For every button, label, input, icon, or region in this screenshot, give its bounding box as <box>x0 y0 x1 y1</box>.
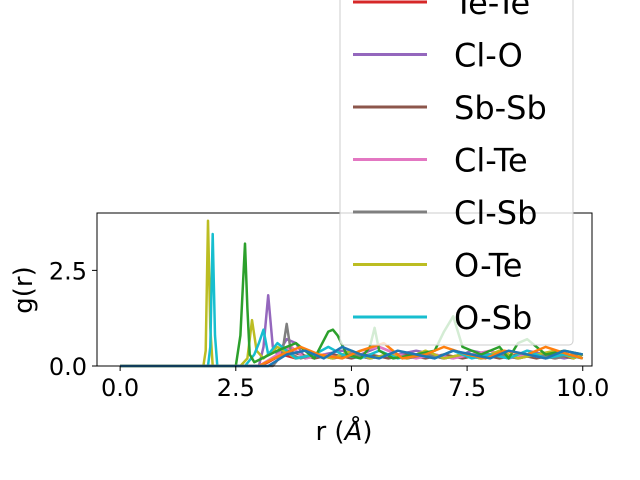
legend-label-sb-sb: Sb-Sb <box>454 89 547 127</box>
x-axis-label: r (Å) <box>315 415 372 447</box>
series-line-extra-9 <box>120 345 583 368</box>
series-line-extra-8 <box>120 341 584 368</box>
x-tick-label: 7.5 <box>448 374 486 402</box>
y-tick-label: 2.5 <box>49 257 87 285</box>
plot-lines <box>120 219 584 368</box>
legend-box <box>339 0 574 346</box>
x-tick-label: 10.0 <box>556 374 609 402</box>
legend-label-o-te: O-Te <box>454 247 522 285</box>
legend-label-cl-sb: Cl-Sb <box>454 194 537 232</box>
x-tick-label: 0.0 <box>101 374 139 402</box>
y-axis-ticks: 0.0 2.5 <box>49 257 97 381</box>
x-tick-label: 2.5 <box>217 374 255 402</box>
legend: Te-Te Cl-O Sb-Sb Cl-Te Cl-Sb O-Te O-Sb <box>339 0 574 346</box>
legend-label-o-sb: O-Sb <box>454 299 532 337</box>
x-axis-ticks: 0.0 2.5 5.0 7.5 10.0 <box>101 366 609 402</box>
y-tick-label: 0.0 <box>49 353 87 381</box>
legend-label-cl-te: Cl-Te <box>454 142 528 180</box>
x-tick-label: 5.0 <box>332 374 370 402</box>
legend-label-te-te: Te-Te <box>453 0 530 22</box>
y-axis-label: g(r) <box>9 266 39 313</box>
legend-label-cl-o: Cl-O <box>454 37 523 75</box>
